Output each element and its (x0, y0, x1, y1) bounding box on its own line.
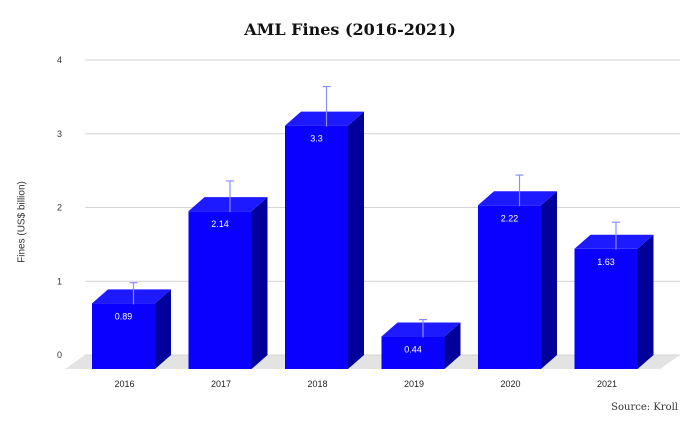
y-tick-label: 3 (57, 129, 62, 139)
bar (381, 336, 445, 369)
chart-title: AML Fines (2016-2021) (244, 20, 456, 39)
data-label: 0.44 (404, 345, 422, 355)
y-tick-label: 1 (57, 276, 62, 286)
x-tick-label: 2020 (500, 379, 520, 389)
source-note: Source: Kroll (611, 402, 678, 413)
bar-top (92, 289, 171, 304)
bar-side (155, 289, 171, 369)
bar-top (285, 111, 364, 126)
x-tick-label: 2016 (114, 379, 134, 389)
x-tick-label: 2017 (211, 379, 231, 389)
data-label: 3.3 (310, 134, 323, 144)
data-label: 2.22 (501, 213, 519, 223)
bar-side (444, 322, 461, 369)
y-tick-label: 4 (57, 55, 62, 65)
bar-side (637, 234, 654, 369)
bar-top (188, 197, 268, 212)
bar (285, 125, 348, 369)
bar-side (348, 111, 364, 369)
data-label: 0.89 (115, 311, 133, 321)
bar (188, 211, 252, 369)
x-tick-label: 2018 (307, 379, 327, 389)
bar (574, 248, 638, 369)
bar (478, 205, 541, 369)
bar-side (541, 191, 557, 369)
data-label: 2.14 (211, 219, 229, 229)
bar-top (381, 322, 461, 337)
bar-top (478, 191, 557, 206)
y-tick-label: 2 (57, 203, 62, 213)
bar-side (251, 197, 268, 369)
x-tick-label: 2019 (404, 379, 424, 389)
x-tick-label: 2021 (597, 379, 617, 389)
data-label: 1.63 (597, 257, 615, 267)
bar-top (574, 234, 654, 249)
y-tick-label: 0 (57, 350, 62, 360)
bar (92, 303, 155, 369)
